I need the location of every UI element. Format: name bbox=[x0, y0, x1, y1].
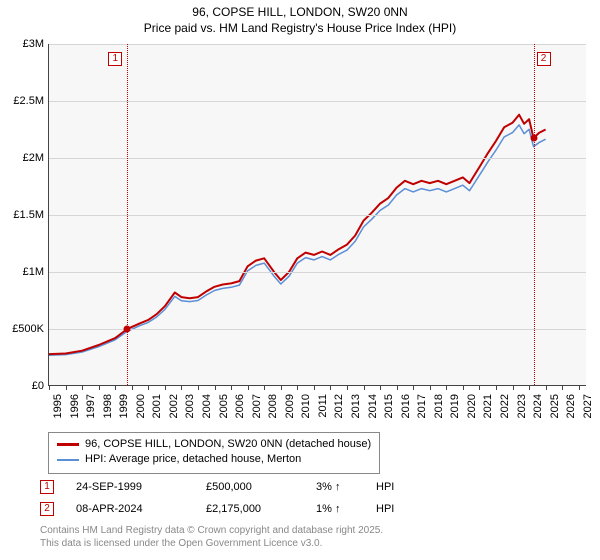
title-line-2: Price paid vs. HM Land Registry's House … bbox=[0, 20, 600, 36]
x-tick-label: 2002 bbox=[168, 394, 180, 434]
x-tick-label: 2010 bbox=[300, 394, 312, 434]
row-pct: 3% ↑ bbox=[316, 481, 376, 493]
x-tick-label: 2003 bbox=[184, 394, 196, 434]
legend-label: HPI: Average price, detached house, Mert… bbox=[85, 452, 301, 467]
row-date: 24-SEP-1999 bbox=[76, 481, 206, 493]
x-tick-label: 2027 bbox=[582, 394, 594, 434]
y-tick-label: £3M bbox=[4, 38, 44, 50]
title-line-1: 96, COPSE HILL, LONDON, SW20 0NN bbox=[0, 4, 600, 20]
y-tick-label: £2.5M bbox=[4, 95, 44, 107]
x-tick-label: 2013 bbox=[350, 394, 362, 434]
y-tick-label: £500K bbox=[4, 323, 44, 335]
x-tick-label: 2016 bbox=[400, 394, 412, 434]
legend-item: HPI: Average price, detached house, Mert… bbox=[57, 452, 371, 467]
chart-marker-box: 1 bbox=[108, 52, 122, 66]
row-pct: 1% ↑ bbox=[316, 503, 376, 515]
legend-label: 96, COPSE HILL, LONDON, SW20 0NN (detach… bbox=[85, 437, 371, 452]
x-tick-label: 2023 bbox=[516, 394, 528, 434]
x-tick-label: 2025 bbox=[549, 394, 561, 434]
x-tick-label: 2022 bbox=[499, 394, 511, 434]
x-tick-label: 2005 bbox=[218, 394, 230, 434]
x-tick-label: 2009 bbox=[284, 394, 296, 434]
x-tick-label: 2015 bbox=[383, 394, 395, 434]
x-tick-label: 2000 bbox=[135, 394, 147, 434]
legend-swatch bbox=[57, 443, 79, 446]
row-price: £2,175,000 bbox=[206, 503, 316, 515]
footer-line-2: This data is licensed under the Open Gov… bbox=[40, 537, 383, 550]
x-tick-label: 2011 bbox=[317, 394, 329, 434]
x-tick-label: 1996 bbox=[69, 394, 81, 434]
y-tick-label: £0 bbox=[4, 380, 44, 392]
chart-marker-box: 2 bbox=[537, 52, 551, 66]
row-marker: 2 bbox=[40, 502, 54, 516]
x-tick-label: 2026 bbox=[565, 394, 577, 434]
y-tick-label: £2M bbox=[4, 152, 44, 164]
x-tick-label: 2020 bbox=[466, 394, 478, 434]
row-date: 08-APR-2024 bbox=[76, 503, 206, 515]
x-tick-label: 1999 bbox=[118, 394, 130, 434]
legend: 96, COPSE HILL, LONDON, SW20 0NN (detach… bbox=[48, 432, 380, 474]
chart-title: 96, COPSE HILL, LONDON, SW20 0NN Price p… bbox=[0, 0, 600, 36]
x-tick-label: 2008 bbox=[267, 394, 279, 434]
transactions-table: 1 24-SEP-1999 £500,000 3% ↑ HPI 2 08-APR… bbox=[40, 476, 394, 520]
row-price: £500,000 bbox=[206, 481, 316, 493]
legend-swatch bbox=[57, 459, 79, 461]
x-tick-label: 2019 bbox=[449, 394, 461, 434]
x-tick-label: 1998 bbox=[102, 394, 114, 434]
table-row: 2 08-APR-2024 £2,175,000 1% ↑ HPI bbox=[40, 498, 394, 520]
x-tick-label: 2007 bbox=[251, 394, 263, 434]
x-tick-label: 1997 bbox=[85, 394, 97, 434]
x-tick-label: 2001 bbox=[151, 394, 163, 434]
row-tag: HPI bbox=[376, 481, 394, 493]
plot-area bbox=[48, 44, 586, 386]
x-tick-label: 2024 bbox=[532, 394, 544, 434]
x-tick-label: 2021 bbox=[482, 394, 494, 434]
x-tick-label: 2014 bbox=[367, 394, 379, 434]
row-marker: 1 bbox=[40, 480, 54, 494]
footer-line-1: Contains HM Land Registry data © Crown c… bbox=[40, 524, 383, 537]
y-tick-label: £1.5M bbox=[4, 209, 44, 221]
x-tick-label: 2006 bbox=[234, 394, 246, 434]
footer-attribution: Contains HM Land Registry data © Crown c… bbox=[40, 524, 383, 550]
table-row: 1 24-SEP-1999 £500,000 3% ↑ HPI bbox=[40, 476, 394, 498]
x-tick-label: 2012 bbox=[333, 394, 345, 434]
price-chart-container: 96, COPSE HILL, LONDON, SW20 0NN Price p… bbox=[0, 0, 600, 560]
x-tick-label: 2018 bbox=[433, 394, 445, 434]
row-tag: HPI bbox=[376, 503, 394, 515]
x-tick-label: 1995 bbox=[52, 394, 64, 434]
legend-item: 96, COPSE HILL, LONDON, SW20 0NN (detach… bbox=[57, 437, 371, 452]
x-tick-label: 2017 bbox=[416, 394, 428, 434]
x-tick-label: 2004 bbox=[201, 394, 213, 434]
y-tick-label: £1M bbox=[4, 266, 44, 278]
